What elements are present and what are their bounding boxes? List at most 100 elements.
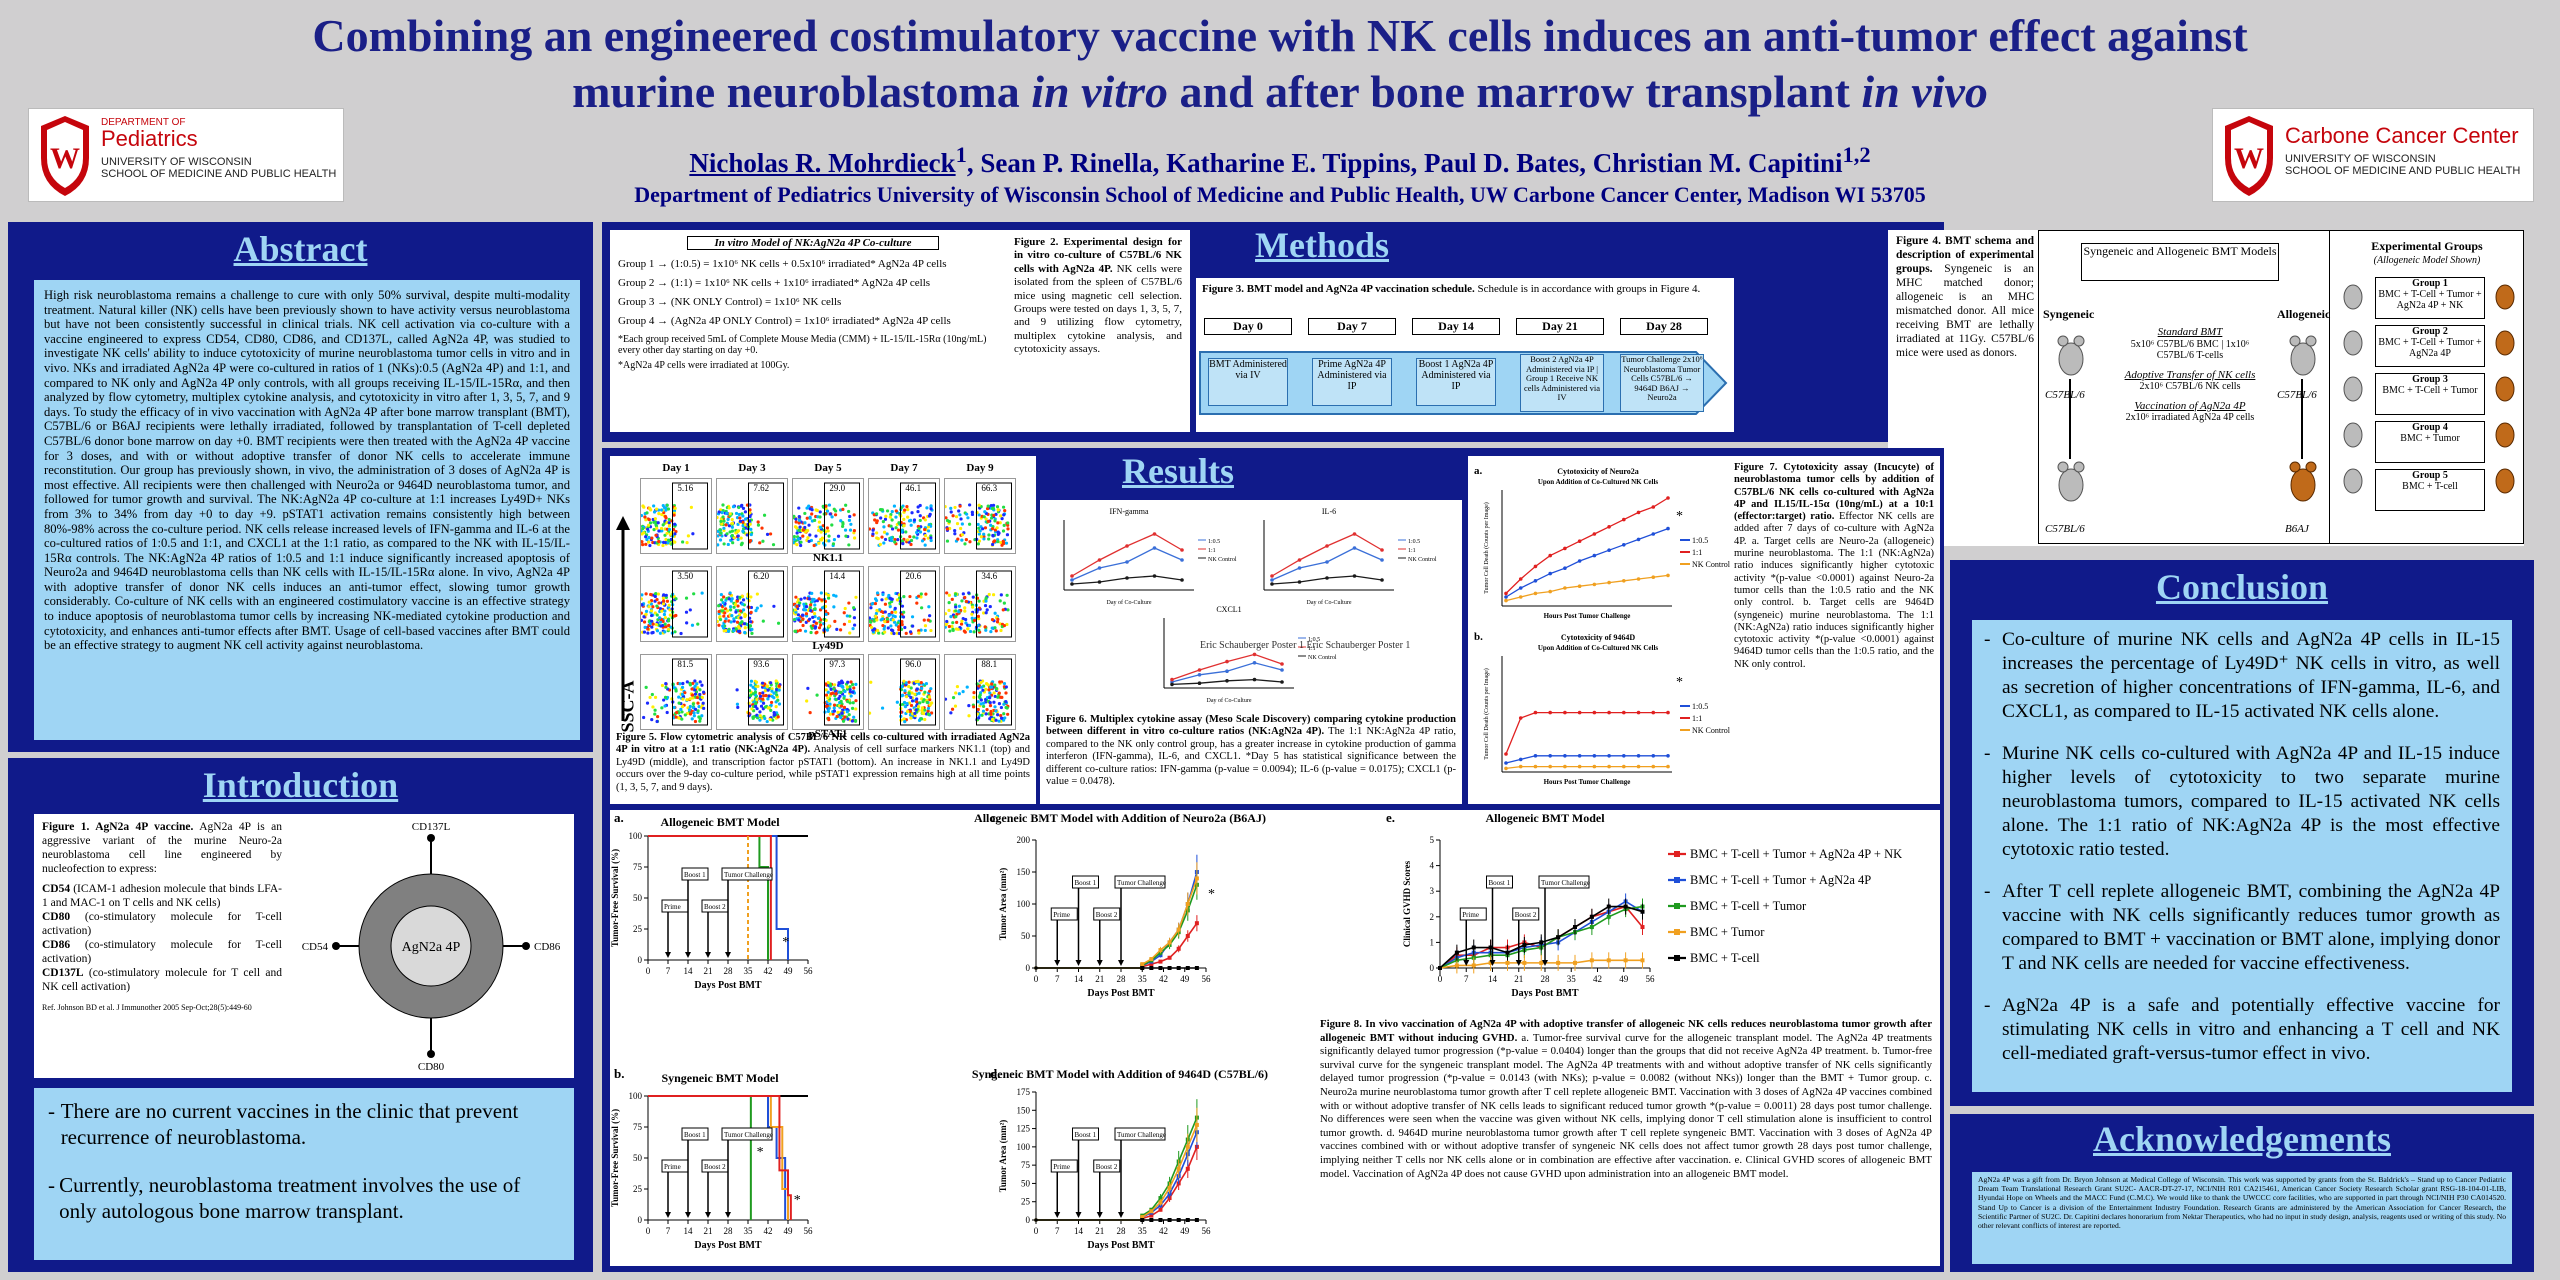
fig5-event-dot <box>906 507 910 512</box>
fig5-event-dot <box>754 680 759 684</box>
fig8-point <box>1176 946 1181 951</box>
fig5-event-dot <box>871 532 875 536</box>
fig5-event-dot <box>950 707 955 711</box>
fig8-point <box>1149 1218 1154 1222</box>
fig5-event-dot <box>800 613 805 617</box>
fig5-event-dot <box>654 533 658 537</box>
fig5-event-dot <box>1004 541 1009 545</box>
fig5-event-dot <box>927 514 932 518</box>
fig5-event-dot <box>877 608 882 612</box>
fig8-xlabel: Days Post BMT <box>1511 988 1579 999</box>
fig5-event-dot <box>950 624 954 628</box>
fig5-event-dot <box>656 714 660 719</box>
fig5-event-dot <box>953 532 957 536</box>
fig5-event-dot <box>750 627 754 631</box>
fig7-point <box>1651 505 1656 509</box>
fig5-event-dot <box>689 505 693 509</box>
fig5-event-dot <box>910 691 914 695</box>
fig5-event-dot <box>977 628 981 632</box>
fig5-event-dot <box>729 620 733 624</box>
fig5-event-dot <box>657 616 662 620</box>
fig6-point <box>1270 574 1274 578</box>
fig5-event-dot <box>1002 601 1006 605</box>
fig8-x-tick-label: 21 <box>704 1226 713 1236</box>
fig8-point <box>1623 958 1628 963</box>
fig5-event-dot <box>717 604 721 608</box>
fig5-event-dot <box>827 534 831 538</box>
fig8-title: Syngeneic BMT Model with Addition of 946… <box>972 1067 1268 1081</box>
fig5-event-dot <box>832 687 836 691</box>
fig5-event-dot <box>920 686 924 690</box>
fig5-event-dot <box>641 603 644 607</box>
fig5-gate <box>900 570 936 638</box>
fig5-event-dot <box>837 681 841 686</box>
figure-1: Figure 1. AgN2a 4P vaccine. AgN2a 4P is … <box>34 814 574 1078</box>
fig5-event-dot <box>907 691 911 695</box>
fig5-event-dot <box>954 515 959 519</box>
fig5-event-dot <box>998 599 1002 603</box>
fig5-event-dot <box>963 609 967 613</box>
fig5-event-dot <box>755 592 759 596</box>
fig5-event-dot <box>743 517 748 521</box>
fig6-point <box>1170 677 1174 682</box>
fig6-point <box>1380 548 1384 552</box>
fig5-event-dot <box>796 537 801 541</box>
fig8-x-tick-label: 0 <box>646 1226 651 1236</box>
fig8-x-tick-label: 28 <box>1117 1226 1127 1236</box>
fig5-event-dot <box>875 591 880 595</box>
fig8-point <box>1158 1196 1163 1201</box>
fig7-point <box>1666 496 1670 500</box>
fig5-event-dot <box>819 623 823 627</box>
fig8-event-label: Boost 2 <box>1096 1163 1118 1171</box>
fig5-gate-value: 5.16 <box>677 483 693 493</box>
fig6-panel-title: CXCL1 <box>1216 605 1241 614</box>
fig5-event-dot <box>947 624 951 629</box>
fig5-event-dot <box>735 702 740 706</box>
fig5-event-dot <box>981 611 986 615</box>
fig5-event-dot <box>808 533 812 537</box>
fig7-point <box>1636 537 1641 542</box>
fig5-event-dot <box>995 620 1000 624</box>
fig5-event-dot <box>869 680 873 684</box>
fig5-event-dot <box>665 599 670 603</box>
fig5-event-dot <box>881 592 885 597</box>
fig5-event-dot <box>869 527 872 531</box>
fig5-event-dot <box>976 707 980 712</box>
fig5-event-dot <box>986 683 990 687</box>
fig5-event-dot <box>811 597 815 601</box>
fig5-gate <box>900 658 936 726</box>
fig5-event-dot <box>892 631 896 636</box>
mouse-icon <box>2289 461 2317 502</box>
fig8-point <box>1640 925 1645 930</box>
fig5-event-dot <box>664 537 668 542</box>
fig6-legend-label: 1:0.5 <box>1308 637 1320 643</box>
figure-2: In vitro Model of NK:AgN2a 4P Co-culture… <box>610 230 1190 432</box>
fig5-event-dot <box>641 527 645 531</box>
fig5-event-dot <box>690 693 695 697</box>
fig5-event-dot <box>754 704 758 709</box>
fig5-event-dot <box>654 507 659 511</box>
fig5-event-dot <box>960 522 964 526</box>
fig5-event-dot <box>984 517 988 521</box>
fig5-day-label: Day 7 <box>890 462 918 474</box>
fig8-y-tick-label: 25 <box>1021 1197 1031 1207</box>
fig5-event-dot <box>986 519 990 523</box>
fig8-point <box>1640 958 1645 963</box>
fig5-event-dot <box>995 526 999 530</box>
fig8-y-tick-label: 0 <box>638 1215 643 1225</box>
fig5-event-dot <box>902 610 906 614</box>
fig8-event-arrowhead <box>665 952 671 958</box>
fig5-event-dot <box>818 510 822 514</box>
fig8-y-tick-label: 25 <box>633 924 643 934</box>
fig5-event-dot <box>977 532 981 536</box>
fig5-marker-label: pSTAT1 <box>808 728 848 740</box>
fig5-event-dot <box>999 705 1004 710</box>
fig6-series-line <box>1071 533 1183 577</box>
fig5-gate <box>748 658 784 726</box>
fig8-event-arrowhead <box>665 1212 671 1218</box>
fig5-event-dot <box>963 595 967 600</box>
fig5-event-dot <box>696 686 700 690</box>
fig5-event-dot <box>732 536 736 540</box>
fig8-point <box>1522 942 1527 947</box>
fig6-point <box>1070 574 1074 578</box>
